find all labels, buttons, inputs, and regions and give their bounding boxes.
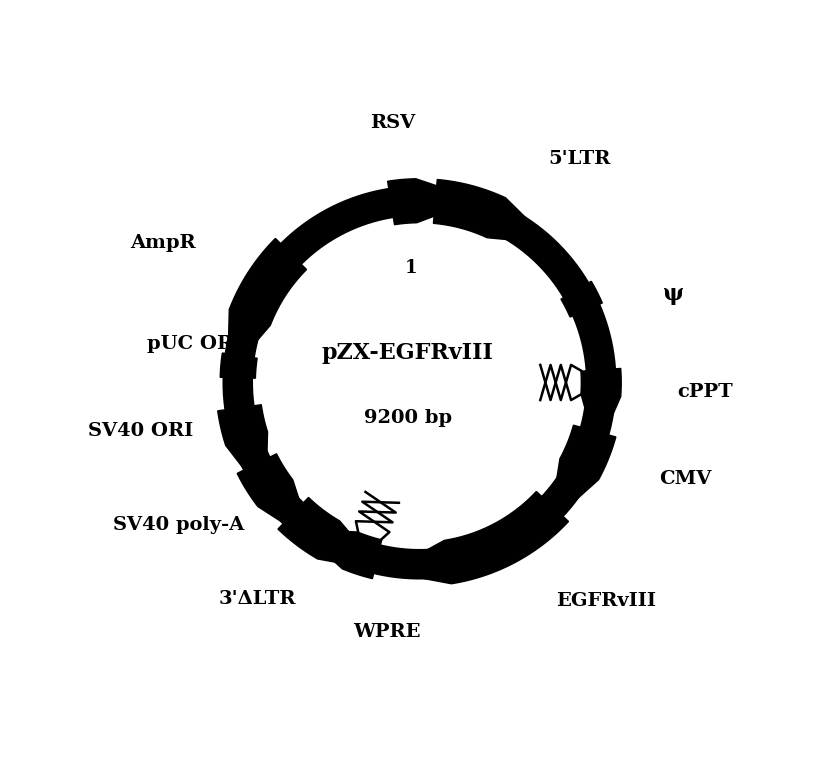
Polygon shape <box>388 179 478 225</box>
Text: 5'LTR: 5'LTR <box>549 150 611 168</box>
Polygon shape <box>581 369 621 451</box>
Text: CMV: CMV <box>659 470 711 488</box>
Polygon shape <box>237 454 313 542</box>
Text: 3'ΔLTR: 3'ΔLTR <box>218 591 296 608</box>
Polygon shape <box>561 282 602 317</box>
Polygon shape <box>227 239 306 375</box>
Polygon shape <box>387 491 569 584</box>
Polygon shape <box>299 529 382 578</box>
Text: EGFRvIII: EGFRvIII <box>556 592 656 610</box>
Polygon shape <box>434 180 552 244</box>
Polygon shape <box>278 497 382 571</box>
Text: 1: 1 <box>404 259 417 278</box>
Text: WPRE: WPRE <box>352 623 420 641</box>
Text: pZX-EGFRvIII: pZX-EGFRvIII <box>322 342 493 364</box>
Text: 9200 bp: 9200 bp <box>364 409 451 427</box>
Text: SV40 ORI: SV40 ORI <box>88 422 194 440</box>
Polygon shape <box>550 425 616 523</box>
Text: AmpR: AmpR <box>130 233 195 252</box>
Polygon shape <box>218 405 268 497</box>
Text: RSV: RSV <box>371 114 416 132</box>
Polygon shape <box>220 353 257 378</box>
Text: SV40 poly-A: SV40 poly-A <box>113 516 244 534</box>
Text: cPPT: cPPT <box>677 382 733 401</box>
Text: pUC ORI: pUC ORI <box>147 335 242 353</box>
Text: ψ: ψ <box>662 283 683 305</box>
